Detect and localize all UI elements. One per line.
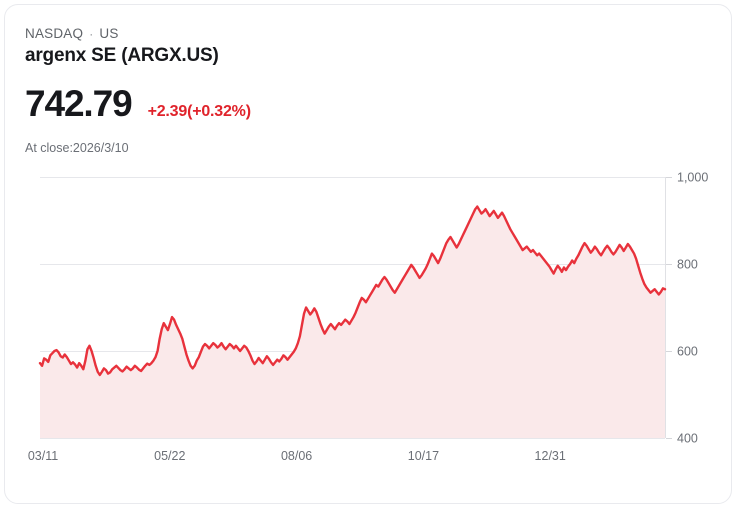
exchange-region-row: NASDAQ · US xyxy=(25,26,119,41)
current-price: 742.79 xyxy=(25,83,133,124)
price-change-badge: +2.39(+0.32%) xyxy=(147,103,251,120)
region-label: US xyxy=(99,26,119,41)
stock-quote-card: NASDAQ · US argenx SE (ARGX.US) 742.79 +2.… xyxy=(4,4,732,504)
separator-dot: · xyxy=(89,27,94,42)
price-row: 742.79 +2.39(+0.32%) xyxy=(25,85,251,122)
exchange-label: NASDAQ xyxy=(25,26,84,41)
market-status-text: At close:2026/3/10 xyxy=(25,141,129,155)
page-title: argenx SE (ARGX.US) xyxy=(25,45,219,66)
